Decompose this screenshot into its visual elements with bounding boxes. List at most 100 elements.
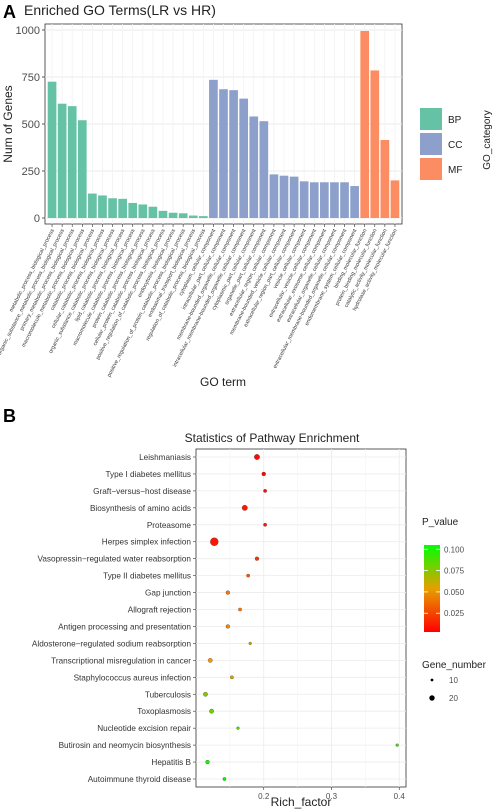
bar <box>360 30 370 218</box>
pathway-label: Tuberculosis <box>145 690 191 699</box>
bar <box>350 186 359 218</box>
x-tick-label: 0.4 <box>394 792 406 801</box>
color-legend-tick-label: 0.100 <box>444 545 465 554</box>
bar <box>178 213 188 218</box>
pathway-label: Herpes simplex infection <box>102 538 192 547</box>
pathway-label: Antigen processing and presentation <box>58 622 191 631</box>
data-point <box>261 471 266 477</box>
bar <box>128 202 138 218</box>
chart-b-plot-area <box>195 448 407 788</box>
data-point <box>236 726 240 730</box>
bar <box>219 89 228 218</box>
data-point <box>203 691 208 697</box>
bar <box>118 198 127 218</box>
chart-a-bars <box>47 30 400 218</box>
panel-b-label: B <box>3 406 16 426</box>
chart-a-legend: BP CC MF <box>420 108 462 180</box>
legend-swatch <box>420 108 442 130</box>
bar <box>108 198 117 218</box>
data-point <box>210 537 219 546</box>
pathway-label: Vasopressin−regulated water reabsorption <box>38 555 192 564</box>
bar <box>198 216 208 218</box>
y-tick-label: 0 <box>34 213 40 225</box>
panel-a-label: A <box>3 2 16 22</box>
chart-a-legend-title: GO_category <box>482 110 493 169</box>
y-tick-label: 1000 <box>16 25 40 37</box>
bar <box>279 175 289 218</box>
pathway-label: Nucleotide excision repair <box>97 724 191 733</box>
data-point <box>222 777 227 781</box>
size-legend-title: Gene_number <box>422 660 487 671</box>
data-point <box>395 743 399 747</box>
pathway-label: Toxoplasmosis <box>137 707 191 716</box>
legend-swatch <box>420 158 442 180</box>
bar <box>77 120 87 218</box>
pathway-label: Leishmaniasis <box>139 453 191 462</box>
legend-label: BP <box>448 115 462 126</box>
x-tick-label: 0.2 <box>258 792 270 801</box>
size-legend-label: 20 <box>449 694 458 703</box>
color-legend-title: P_value <box>422 517 459 528</box>
data-point <box>254 454 260 460</box>
chart-a-y-axis-title: Num of Genes <box>1 85 15 162</box>
chart-b-y-labels: Leishmaniasis Type I diabetes mellitus Gra… <box>32 453 196 784</box>
data-point <box>248 641 252 645</box>
pathway-label: Gap junction <box>145 589 191 598</box>
chart-b-x-axis-title: Rich_factor <box>271 795 332 809</box>
bar <box>67 106 77 218</box>
chart-b-title: Statistics of Pathway Enrichment <box>185 431 360 445</box>
bar <box>330 182 339 218</box>
data-point <box>209 708 214 714</box>
bar <box>269 174 279 218</box>
data-point <box>263 522 267 527</box>
pathway-label: Aldosterone−regulated sodium reabsorptio… <box>32 639 192 648</box>
color-legend-bar <box>424 545 440 632</box>
bar <box>168 212 178 218</box>
chart-b-points <box>203 454 399 781</box>
chart-b-x-ticks: 0.2 0.3 0.4 <box>258 787 405 801</box>
chart-a-y-ticks: 0 250 500 750 1000 <box>16 25 45 225</box>
data-point <box>241 504 248 511</box>
legend-label: MF <box>448 165 462 176</box>
y-tick-label: 250 <box>22 166 40 178</box>
pathway-label: Transcriptional misregulation in cancer <box>51 656 191 665</box>
bar <box>309 182 319 218</box>
bar <box>289 176 299 218</box>
bar <box>229 90 238 218</box>
bar <box>259 121 269 218</box>
color-legend-tick-label: 0.050 <box>444 588 465 597</box>
pathway-label: Allograft rejection <box>128 606 192 615</box>
bar <box>249 116 259 218</box>
bar <box>148 206 158 218</box>
bar <box>380 139 390 218</box>
legend-swatch <box>420 133 442 155</box>
pathway-label: Type II diabetes mellitus <box>103 572 191 581</box>
legend-label: CC <box>448 140 462 151</box>
chart-a-x-ticks: metabolic_process_biological_processorga… <box>0 224 399 378</box>
bar <box>98 195 107 218</box>
data-point <box>246 573 250 578</box>
y-tick-label: 750 <box>22 72 40 84</box>
bar <box>138 204 148 218</box>
bar <box>57 103 67 218</box>
pathway-label: Hepatitis B <box>151 758 191 767</box>
chart-a-title: Enriched GO Terms(LR vs HR) <box>24 2 216 18</box>
data-point <box>230 675 234 680</box>
data-point <box>238 607 242 612</box>
x-tick-label: 0.3 <box>326 792 338 801</box>
pathway-label: Biosynthesis of amino acids <box>90 504 191 513</box>
data-point <box>205 759 210 765</box>
bar <box>320 182 329 218</box>
data-point <box>225 590 230 595</box>
pathway-label: Proteasome <box>147 521 192 530</box>
data-point <box>263 489 267 493</box>
pathway-label: Type I diabetes mellitus <box>105 470 191 479</box>
data-point <box>254 556 260 561</box>
chart-b-grid <box>196 449 406 787</box>
pathway-label: Autoimmune thyroid disease <box>88 775 192 784</box>
bar <box>88 193 97 218</box>
data-point <box>225 624 230 629</box>
color-legend-ticks: 0.100 0.075 0.050 0.025 <box>424 545 465 618</box>
